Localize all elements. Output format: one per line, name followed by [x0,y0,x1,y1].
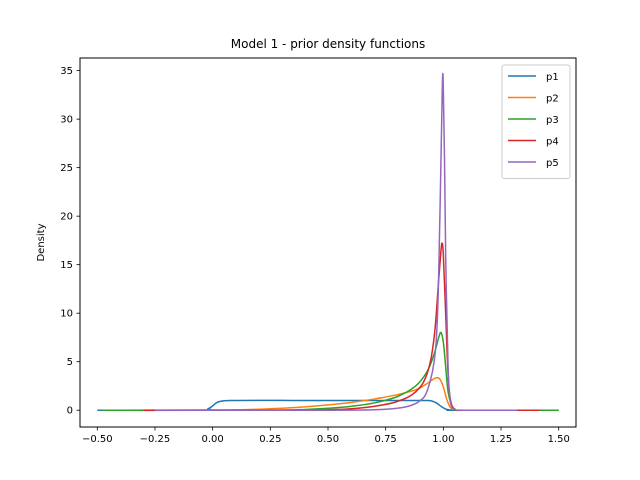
x-tick-label: 1.00 [432,434,454,445]
x-tick-label: −0.25 [140,434,171,445]
x-tick-label: −0.50 [82,434,113,445]
x-tick-label: 1.25 [490,434,512,445]
series-line-p5 [154,72,518,412]
y-axis-ticks: 0 5 10 15 20 25 30 35 [60,66,80,417]
y-tick-label: 20 [60,212,73,223]
y-axis-label: Density [36,223,47,261]
y-tick-label: 15 [60,260,73,271]
legend-box [501,64,571,179]
legend-label-p3: p3 [546,115,559,126]
legend-label-p5: p5 [546,158,559,169]
y-tick-label: 35 [60,66,73,77]
legend-label-p4: p4 [546,137,559,148]
legend-label-p2: p2 [546,94,559,105]
x-tick-label: 0.25 [259,434,281,445]
y-tick-label: 0 [67,406,73,417]
series-line-p2 [106,376,550,411]
y-tick-label: 30 [60,115,73,126]
x-tick-label: 1.50 [548,434,570,445]
x-tick-label: 0.50 [317,434,339,445]
x-tick-label: 0.00 [202,434,224,445]
legend: p1 p2 p3 p4 p5 [501,64,571,179]
y-tick-label: 10 [60,309,73,320]
legend-label-p1: p1 [546,72,559,83]
series-line-p1 [97,399,559,412]
y-tick-label: 25 [60,163,73,174]
x-axis-ticks: −0.50 −0.25 0.00 0.25 0.50 0.75 1.00 1.25 1.50 [82,427,570,445]
plot-area [80,58,576,427]
series-layer [97,72,559,412]
y-tick-label: 5 [67,357,73,368]
chart-title: Model 1 - prior density functions [231,37,426,51]
x-tick-label: 0.75 [375,434,397,445]
